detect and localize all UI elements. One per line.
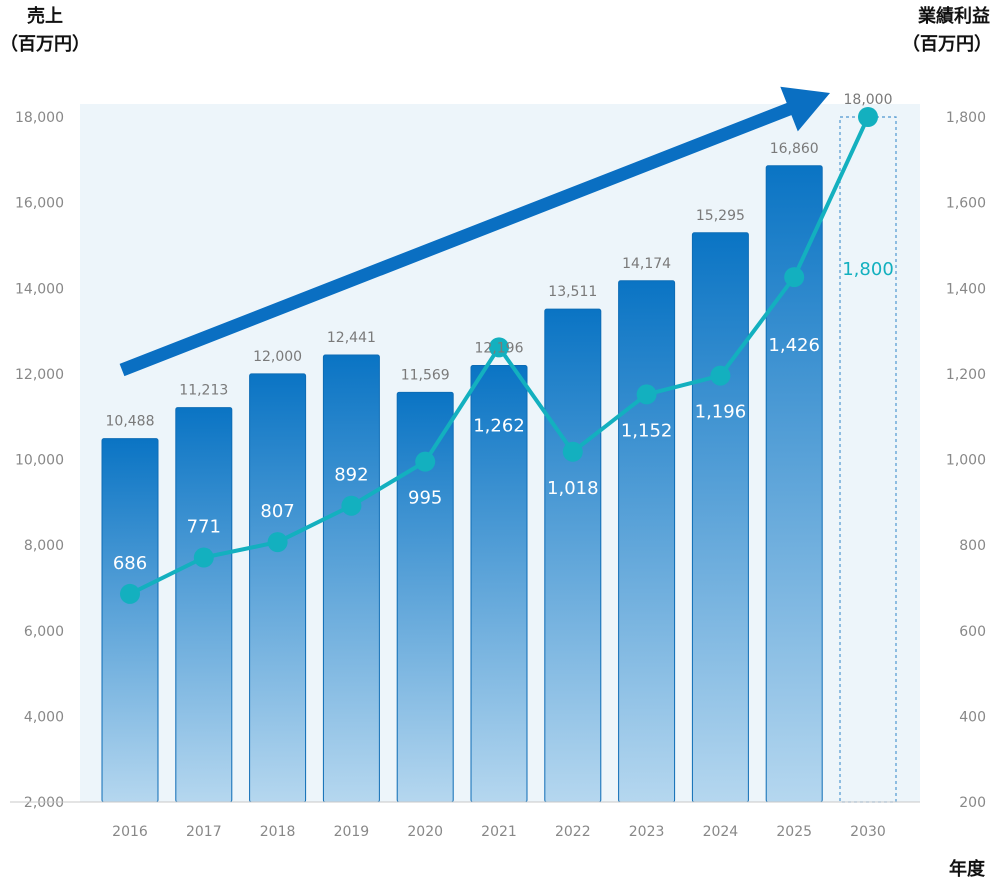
left-axis-ticks: 2,000 4,000 6,000 8,000 10,000 12,000 14,000 16… — [15, 110, 64, 811]
x-tick-label: 2016 — [112, 824, 148, 840]
left-tick-label: 10,000 — [15, 453, 64, 469]
profit-value-label-2017: 771 — [187, 517, 221, 538]
right-tick-label: 800 — [959, 538, 986, 554]
profit-line — [120, 107, 878, 604]
sales-value-label-2017: 11,213 — [179, 383, 228, 399]
profit-point-2017 — [193, 547, 214, 568]
profit-point-2030 — [858, 107, 878, 127]
sales-bar-2016 — [101, 438, 159, 803]
left-tick-label: 16,000 — [15, 196, 64, 212]
sales-bar-2024 — [691, 232, 749, 803]
x-tick-label: 2021 — [481, 824, 517, 840]
profit-point-2021 — [489, 337, 509, 358]
left-tick-label: 18,000 — [15, 110, 64, 126]
x-tick-label: 2018 — [260, 824, 296, 840]
sales-bars — [101, 116, 897, 803]
sales-bar-2019 — [322, 354, 380, 803]
profit-point-2020 — [415, 451, 436, 472]
left-tick-label: 14,000 — [15, 281, 64, 297]
left-tick-label: 12,000 — [15, 367, 64, 383]
right-tick-label: 600 — [959, 624, 986, 640]
sales-value-label-2019: 12,441 — [327, 330, 376, 346]
profit-value-label-2030: 1,800 — [842, 259, 894, 280]
profit-point-2024 — [710, 365, 731, 386]
right-tick-label: 200 — [959, 795, 986, 811]
left-tick-label: 6,000 — [24, 624, 64, 640]
sales-bar-2018 — [249, 373, 307, 803]
profit-point-2025 — [784, 267, 805, 288]
sales-value-label-2023: 14,174 — [622, 256, 671, 272]
left-tick-label: 2,000 — [24, 795, 64, 811]
data-labels: 10,488 11,213 12,000 12,441 11,569 12,196 13,5… — [106, 92, 894, 574]
x-tick-label: 2023 — [629, 824, 665, 840]
sales-bar-2025 — [765, 165, 823, 803]
right-tick-label: 1,600 — [946, 196, 986, 212]
x-tick-label: 2022 — [555, 824, 591, 840]
right-tick-label: 1,200 — [946, 367, 986, 383]
right-tick-label: 1,000 — [946, 453, 986, 469]
x-tick-label: 2025 — [776, 824, 812, 840]
sales-value-label-2024: 15,295 — [696, 208, 745, 224]
profit-value-label-2021: 1,262 — [473, 415, 525, 436]
profit-point-2018 — [267, 532, 288, 553]
left-tick-label: 8,000 — [24, 538, 64, 554]
sales-value-label-2016: 10,488 — [106, 414, 155, 430]
x-tick-label: 2017 — [186, 824, 222, 840]
profit-value-label-2019: 892 — [334, 465, 368, 486]
right-tick-label: 400 — [959, 709, 986, 725]
profit-point-2022 — [562, 441, 583, 462]
sales-value-label-2022: 13,511 — [548, 284, 597, 300]
sales-bar-2022 — [544, 308, 602, 803]
profit-value-label-2020: 995 — [408, 488, 442, 509]
profit-point-2016 — [120, 583, 140, 604]
profit-value-label-2023: 1,152 — [621, 420, 673, 441]
profit-value-label-2018: 807 — [260, 501, 294, 522]
sales-value-label-2018: 12,000 — [253, 349, 302, 365]
x-tick-label: 2020 — [407, 824, 443, 840]
growth-arrow-shape — [119, 86, 831, 377]
x-axis-title: 年度 — [949, 858, 986, 880]
sales-value-label-2030: 18,000 — [844, 92, 893, 108]
profit-value-label-2016: 686 — [113, 553, 147, 574]
profit-point-2023 — [636, 384, 657, 405]
sales-value-label-2025: 16,860 — [770, 141, 819, 157]
left-tick-label: 4,000 — [24, 709, 64, 725]
left-axis-title-line1: 売上 — [27, 5, 63, 27]
x-tick-label: 2030 — [850, 824, 886, 840]
profit-value-label-2025: 1,426 — [768, 335, 820, 356]
x-tick-label: 2019 — [334, 824, 370, 840]
profit-point-2019 — [341, 495, 362, 516]
left-axis-title-line2: （百万円） — [0, 34, 90, 55]
right-axis-ticks: 200 400 600 800 1,000 1,200 1,400 1,600 1,800 — [946, 110, 986, 811]
right-axis-title-line1: 業績利益 — [917, 5, 990, 27]
right-tick-label: 1,400 — [946, 281, 986, 297]
right-tick-label: 1,800 — [946, 110, 986, 126]
sales-bar-2023 — [618, 280, 676, 803]
sales-value-label-2021: 12,196 — [475, 340, 524, 356]
profit-value-label-2024: 1,196 — [695, 402, 747, 423]
right-axis-title-line2: （百万円） — [902, 34, 992, 55]
sales-bar-2017 — [175, 407, 233, 803]
x-tick-label: 2024 — [703, 824, 739, 840]
profit-value-label-2022: 1,018 — [547, 478, 599, 499]
growth-arrow — [119, 86, 831, 377]
x-axis-ticks: 2016 2017 2018 2019 2020 2021 2022 2023 2024 2025… — [112, 824, 886, 840]
sales-value-label-2020: 11,569 — [401, 367, 450, 383]
